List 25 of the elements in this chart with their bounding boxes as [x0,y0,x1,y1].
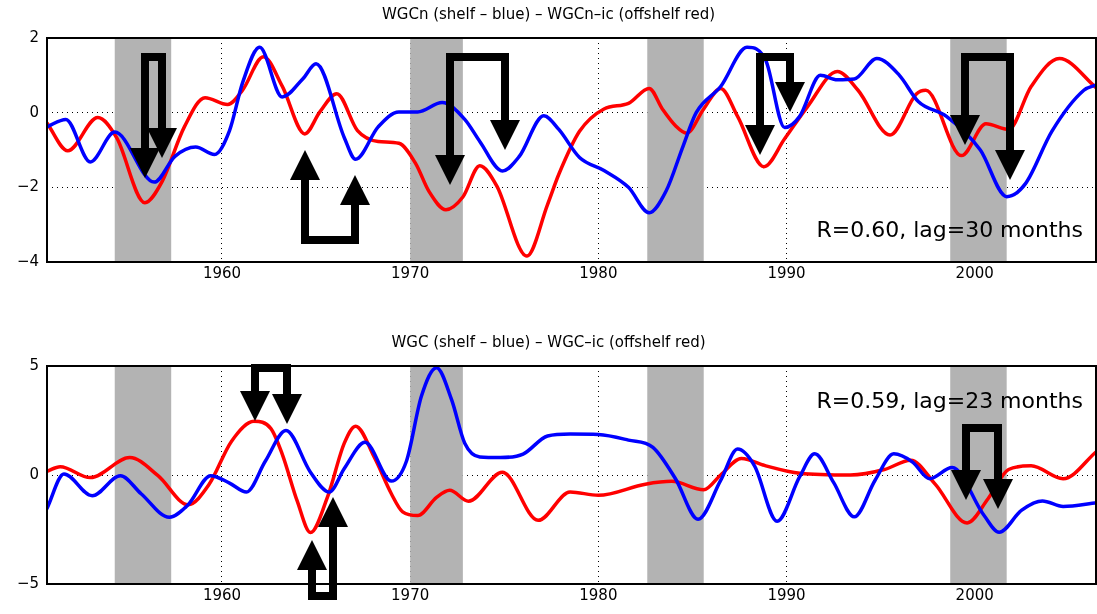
x-tick-label: 1970 [391,263,430,282]
line-series [47,54,1097,258]
chart-title: WGC (shelf – blue) – WGC–ic (offshelf red) [391,332,706,351]
x-tick-label: 1990 [767,585,806,604]
y-tick-label: −5 [16,573,39,592]
x-tick-label: 1960 [202,585,242,604]
x-tick-label: 1970 [391,585,430,604]
x-tick-label: 2000 [955,263,994,282]
y-tick-label: −4 [16,251,39,270]
y-tick-label: 2 [29,27,39,46]
line-series [47,366,1097,535]
y-tick-label: −2 [16,177,39,196]
line-series [47,419,1097,535]
y-tick-label: 5 [29,355,39,374]
x-tick-label: 2000 [955,585,994,604]
annotation: R=0.59, lag=23 months [816,387,1083,413]
x-tick-label: 1980 [579,585,618,604]
x-tick-label: 1960 [202,263,242,282]
x-tick-label: 1990 [767,263,806,282]
y-tick-label: 0 [29,102,39,121]
y-tick-label: 0 [29,464,39,483]
line-series [47,45,1097,215]
x-tick-label: 1980 [579,263,618,282]
annotation: R=0.60, lag=30 months [816,216,1083,242]
chart-title: WGCn (shelf – blue) – WGCn–ic (offshelf red) [381,4,716,23]
